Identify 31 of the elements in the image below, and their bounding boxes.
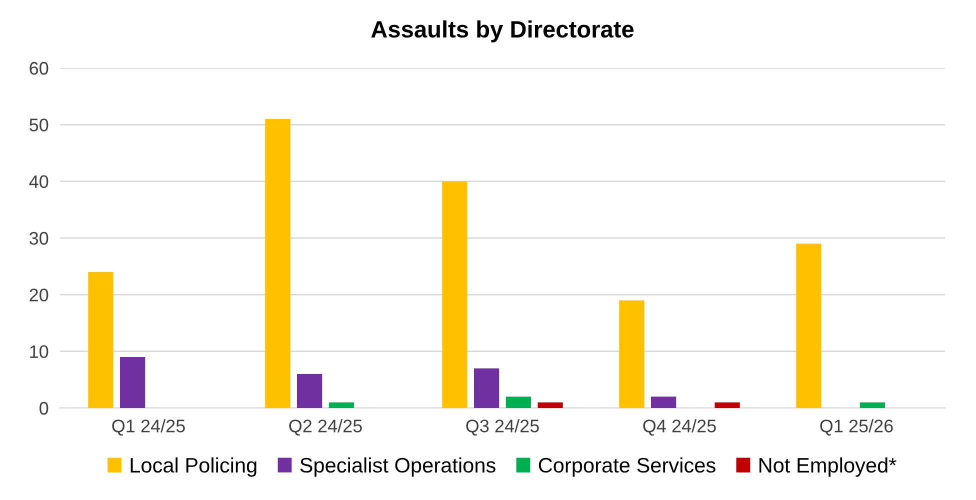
bar <box>442 181 468 408</box>
bar <box>120 357 146 408</box>
bar <box>796 244 822 408</box>
y-tick-label: 60 <box>30 62 48 75</box>
y-tick-label: 30 <box>29 232 48 245</box>
bar <box>297 374 322 408</box>
bar <box>538 402 563 408</box>
bar <box>619 300 644 408</box>
bar <box>88 272 114 408</box>
x-tick-label: Q1 25/26 <box>820 419 893 436</box>
x-tick-label: Q4 24/25 <box>643 419 716 436</box>
bar <box>506 396 531 408</box>
bar <box>265 119 290 408</box>
y-tick-label: 50 <box>30 118 48 132</box>
legend-label: Not Employed* <box>760 457 896 477</box>
chart-title: Assaults by Directorate <box>371 20 634 42</box>
legend-label: Local Policing <box>130 457 256 477</box>
bar <box>328 402 354 408</box>
x-tick-label: Q1 24/25 <box>112 419 185 436</box>
bar <box>651 396 676 408</box>
x-tick-label: Q3 24/25 <box>466 419 539 436</box>
legend-label: Corporate Services <box>538 457 716 477</box>
bar <box>474 368 500 408</box>
y-tick-label: 20 <box>30 288 48 302</box>
y-tick-label: 0 <box>40 402 48 415</box>
bar <box>714 402 740 408</box>
bar <box>860 402 885 408</box>
y-tick-label: 40 <box>29 175 48 188</box>
x-tick-label: Q2 24/25 <box>289 419 362 436</box>
legend-label: Specialist Operations <box>300 457 496 477</box>
y-tick-label: 10 <box>30 345 48 358</box>
